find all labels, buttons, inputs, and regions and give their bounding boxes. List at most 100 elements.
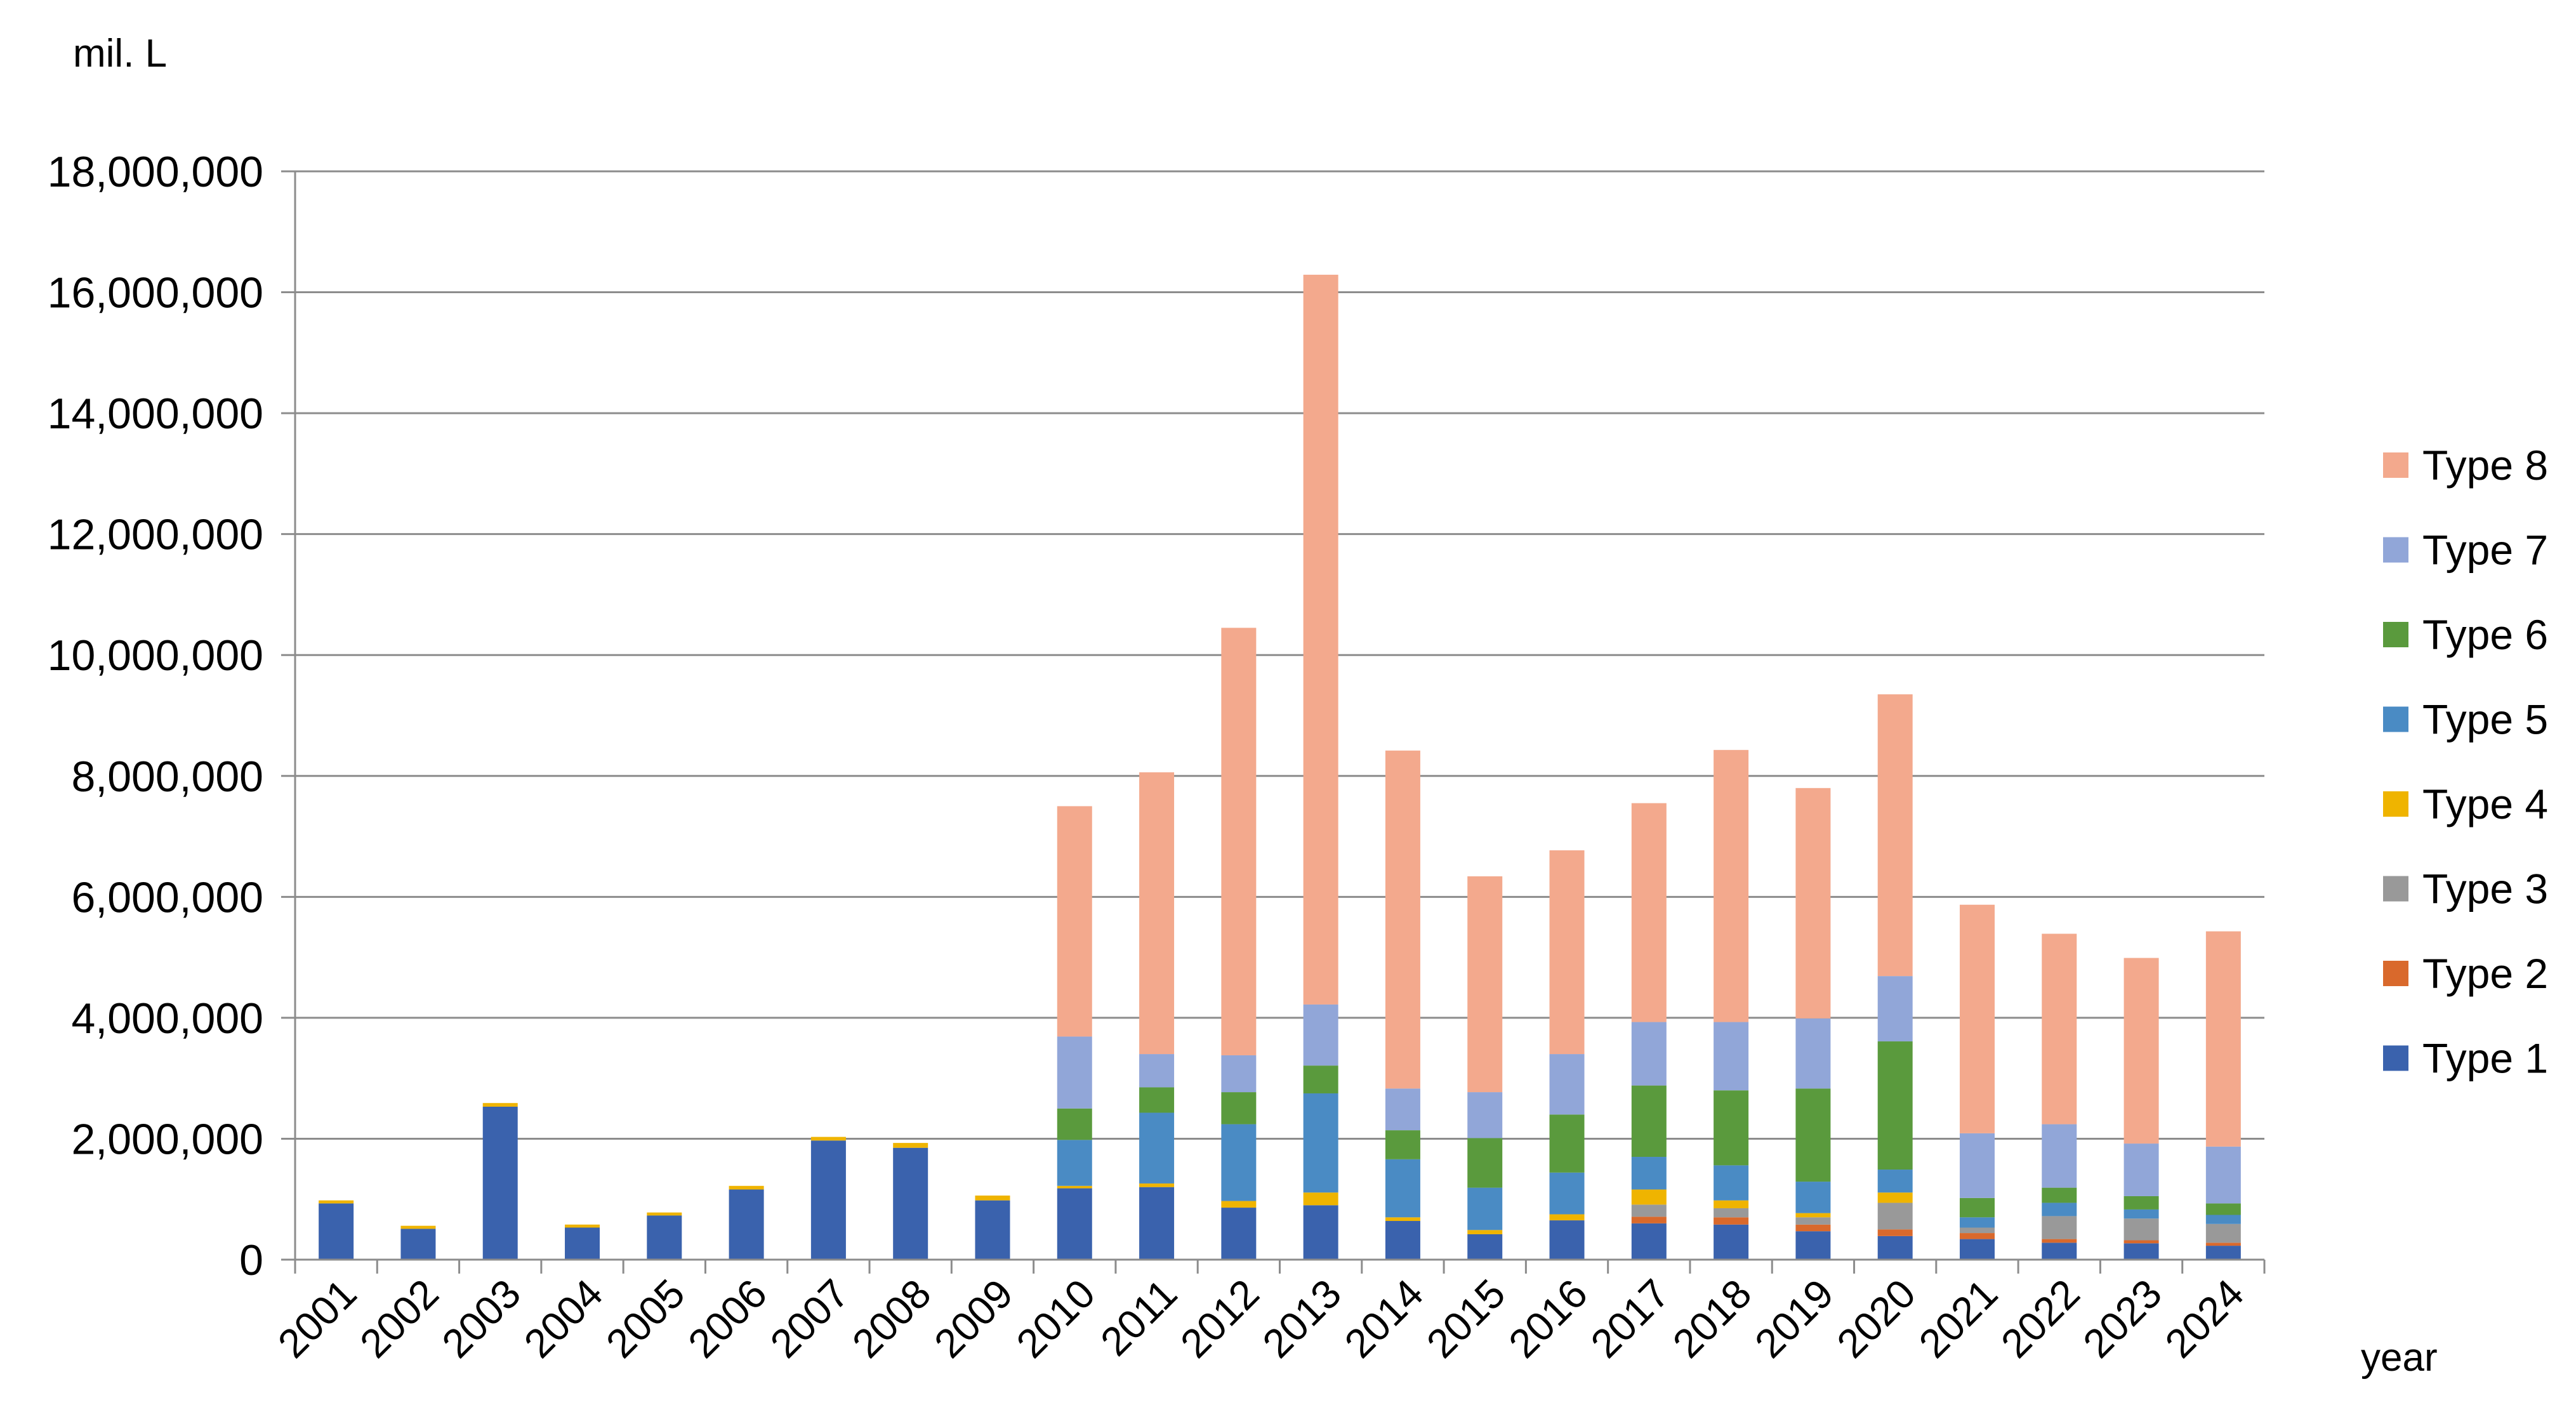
bar-segment-type-5 [1057,1140,1092,1186]
bar-segment-type-2 [1714,1217,1749,1225]
bar-segment-type-2 [1959,1233,1995,1239]
y-tick-label: 2,000,000 [71,1115,263,1163]
legend-label: Type 6 [2422,611,2548,658]
bar-segment-type-8 [1795,788,1831,1019]
legend-swatch [2383,622,2408,647]
x-tick-label: 2001 [269,1270,366,1367]
bar-segment-type-3 [1959,1227,1995,1234]
bar-segment-type-4 [565,1224,600,1228]
legend-swatch [2383,961,2408,986]
bar-segment-type-6 [1549,1114,1585,1173]
x-tick-label: 2021 [1910,1270,2007,1367]
x-axis-label: year [2361,1336,2438,1380]
bar-segment-type-1 [2124,1243,2159,1260]
x-tick-label: 2024 [2157,1270,2253,1367]
gridlines [295,170,2264,1140]
bar-segment-type-1 [729,1189,764,1260]
x-tick-label: 2017 [1582,1270,1679,1367]
bar-segment-type-3 [2124,1218,2159,1241]
bar-segment-type-6 [1303,1065,1338,1093]
x-tick-label: 2010 [1008,1270,1104,1367]
bar-segment-type-2 [2205,1243,2241,1246]
legend-label: Type 3 [2422,866,2548,913]
bar-segment-type-4 [1549,1214,1585,1221]
bar-segment-type-6 [1795,1088,1831,1182]
x-tick-label: 2019 [1746,1270,1842,1367]
bar-segment-type-1 [1549,1220,1585,1260]
bar-segment-type-7 [1631,1022,1667,1086]
bar-segment-type-4 [1795,1213,1831,1218]
bar-segment-type-7 [1959,1133,1995,1198]
legend-label: Type 4 [2422,781,2548,827]
bar-segment-type-4 [647,1212,682,1216]
legend-label: Type 5 [2422,696,2548,743]
y-tick-label: 12,000,000 [48,511,263,559]
bar-segment-type-1 [1877,1236,1913,1260]
bar-segment-type-7 [1549,1054,1585,1115]
bar-segment-type-3 [2205,1223,2241,1243]
legend-swatch [2383,706,2408,732]
bar-segment-type-6 [1385,1130,1420,1159]
bar-segment-type-8 [1303,274,1338,1005]
bar-segment-type-1 [1959,1239,1995,1260]
bar-segment-type-7 [1221,1055,1257,1093]
bar-segment-type-4 [400,1225,436,1229]
bar-segment-type-8 [1385,750,1420,1089]
bar-segment-type-1 [1221,1208,1257,1260]
y-tick-label: 10,000,000 [48,631,263,680]
x-tick-label: 2013 [1253,1270,1350,1367]
bar-segment-type-8 [1631,803,1667,1022]
legend-swatch [2383,876,2408,902]
bar-segment-type-4 [1139,1183,1175,1187]
bar-segment-type-3 [1714,1208,1749,1218]
legend-swatch [2383,452,2408,478]
bar-segment-type-5 [2205,1215,2241,1224]
y-tick-label: 14,000,000 [48,390,263,438]
bar-segment-type-1 [1057,1188,1092,1260]
bar-segment-type-2 [1631,1216,1667,1223]
bar-segment-type-4 [729,1185,764,1190]
legend-label: Type 7 [2422,527,2548,574]
bar-segment-type-7 [1877,976,1913,1042]
bar-segment-type-1 [893,1147,928,1260]
bar-segment-type-6 [2205,1203,2241,1215]
bar-segment-type-6 [1057,1108,1092,1140]
x-tick-label: 2002 [351,1270,447,1367]
bar-segment-type-1 [1631,1223,1667,1260]
x-tick-label: 2020 [1828,1270,1925,1367]
bar-segment-type-1 [2042,1243,2077,1260]
bar-segment-type-5 [1714,1165,1749,1201]
bar-segment-type-8 [1877,694,1913,977]
bar-segment-type-4 [1631,1189,1667,1205]
bar-segment-type-1 [975,1200,1010,1260]
bar-segment-type-4 [1221,1201,1257,1208]
bars [319,274,2241,1260]
bar-segment-type-5 [1959,1217,1995,1228]
bar-segment-type-6 [1467,1138,1503,1188]
bar-segment-type-8 [2042,933,2077,1124]
bar-segment-type-4 [1877,1192,1913,1203]
bar-segment-type-7 [1139,1054,1175,1088]
bar-segment-type-4 [1057,1185,1092,1189]
bar-segment-type-8 [2124,958,2159,1144]
bar-segment-type-4 [1467,1230,1503,1234]
bar-segment-type-3 [1795,1217,1831,1225]
x-tick-label: 2006 [679,1270,776,1367]
y-tick-label: 6,000,000 [71,873,263,921]
bar-segment-type-5 [1139,1112,1175,1183]
bar-segment-type-3 [1877,1203,1913,1230]
bar-segment-type-4 [975,1196,1010,1201]
bar-segment-type-8 [1221,628,1257,1055]
bar-segment-type-7 [2124,1144,2159,1196]
bar-segment-type-5 [1631,1157,1667,1190]
bar-segment-type-4 [1303,1192,1338,1206]
x-tick-label: 2015 [1418,1270,1514,1367]
bar-segment-type-8 [1467,876,1503,1093]
bar-segment-type-2 [1795,1224,1831,1232]
bar-segment-type-4 [893,1143,928,1148]
x-tick-label: 2023 [2074,1270,2170,1367]
bar-segment-type-8 [2205,931,2241,1147]
bar-segment-type-5 [2124,1209,2159,1219]
